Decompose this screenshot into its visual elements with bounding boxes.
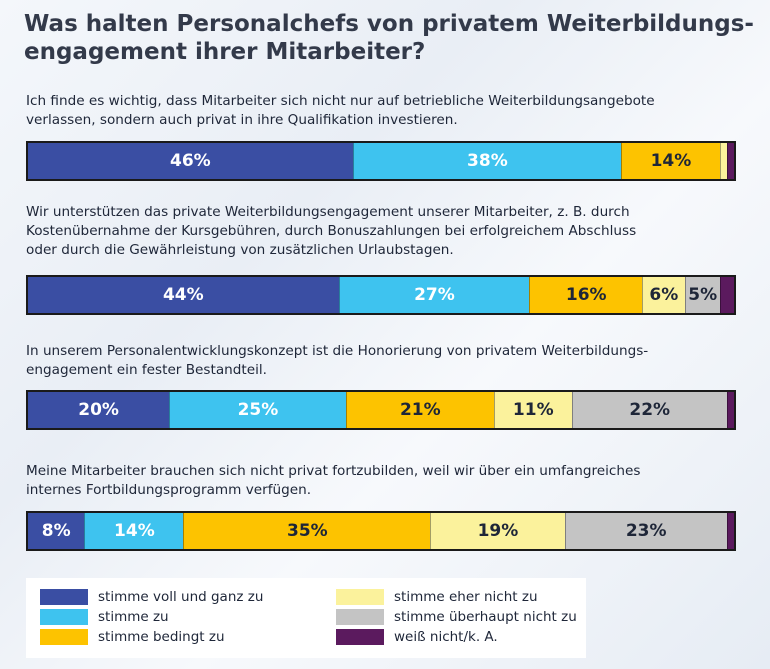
bar-segment: 27% [338, 277, 530, 313]
question-line: In unserem Personalentwicklungskonzept i… [26, 343, 649, 359]
bar-segment [726, 513, 734, 549]
data-label: 16% [565, 285, 607, 305]
question-text: Wir unterstützen das private Weiterbildu… [26, 203, 726, 260]
question-line: Kostenübernahme der Kursgebühren, durch … [26, 223, 637, 239]
bar-segment: 14% [621, 143, 720, 179]
title-line-2: engagement ihrer Mitarbeiter? [24, 39, 426, 65]
data-label: 46% [170, 151, 211, 171]
bar-segment [719, 277, 734, 313]
legend-label: stimme eher nicht zu [394, 589, 538, 605]
data-label: 19% [477, 521, 519, 541]
legend-label: weiß nicht/k. A. [394, 629, 498, 645]
question-line: Meine Mitarbeiter brauchen sich nicht pr… [26, 463, 641, 479]
data-label: 44% [162, 285, 204, 305]
data-label: 22% [629, 400, 671, 420]
data-label: 6% [649, 285, 679, 305]
legend-label: stimme voll und ganz zu [98, 589, 264, 605]
bar-segment: 21% [345, 392, 494, 428]
bar-segment: 44% [28, 277, 339, 313]
bar-segment: 46% [28, 143, 353, 179]
bar-segment: 6% [642, 277, 685, 313]
bar-segment: 23% [564, 513, 727, 549]
stacked-bar: 8% 14% 35% 19% 23% [26, 511, 736, 551]
question-text: Meine Mitarbeiter brauchen sich nicht pr… [26, 462, 726, 500]
bar-segment: 19% [430, 513, 565, 549]
data-label: 20% [78, 400, 119, 420]
legend-swatch [336, 609, 384, 625]
data-label: 14% [114, 521, 155, 541]
chart-legend: stimme voll und ganz zu stimme zu stimme b… [26, 578, 586, 658]
bar-segment: 8% [28, 513, 85, 549]
bar-segment: 20% [28, 392, 170, 428]
title-line-1: Was halten Personalchefs von privatem We… [24, 11, 754, 37]
question-line: Ich finde es wichtig, dass Mitarbeiter s… [26, 93, 655, 109]
data-label: 21% [399, 400, 441, 420]
bar-segment: 38% [352, 143, 622, 179]
legend-swatch [336, 589, 384, 605]
data-label: 23% [625, 521, 667, 541]
question-text: In unserem Personalentwicklungskonzept i… [26, 342, 726, 380]
legend-swatch [40, 629, 88, 645]
question-line: internes Fortbildungsprogramm verfügen. [26, 482, 312, 498]
data-label: 35% [286, 521, 328, 541]
stacked-bar: 46% 38% 14% [26, 141, 736, 181]
legend-item: weiß nicht/k. A. [336, 628, 498, 646]
bar-segment: 5% [684, 277, 720, 313]
question-line: Wir unterstützen das private Weiterbildu… [26, 204, 630, 220]
question-text: Ich finde es wichtig, dass Mitarbeiter s… [26, 92, 726, 130]
stacked-bar: 44% 27% 16% 6% 5% [26, 275, 736, 315]
legend-item: stimme überhaupt nicht zu [336, 608, 577, 626]
bar-segment: 11% [493, 392, 572, 428]
legend-item: stimme eher nicht zu [336, 588, 538, 606]
chart-title: Was halten Personalchefs von privatem We… [24, 10, 754, 66]
legend-swatch [40, 589, 88, 605]
bar-segment: 35% [183, 513, 431, 549]
data-label: 25% [237, 400, 279, 420]
question-line: oder durch die Gewährleistung von zusätz… [26, 242, 454, 258]
data-label: 27% [414, 285, 455, 305]
legend-item: stimme voll und ganz zu [40, 588, 263, 606]
bar-segment [719, 143, 727, 179]
legend-item: stimme zu [40, 608, 169, 626]
legend-label: stimme zu [98, 609, 169, 625]
data-label: 14% [650, 151, 692, 171]
data-label: 11% [512, 400, 554, 420]
legend-swatch [40, 609, 88, 625]
bar-segment: 14% [84, 513, 184, 549]
data-label: 5% [688, 285, 718, 305]
question-line: verlassen, sondern auch privat in ihre Q… [26, 112, 458, 128]
question-line: engagement ein fester Bestandteil. [26, 362, 267, 378]
bar-segment [726, 143, 734, 179]
data-label: 8% [41, 521, 71, 541]
bar-segment: 16% [529, 277, 643, 313]
legend-label: stimme bedingt zu [98, 629, 225, 645]
bar-segment [726, 392, 734, 428]
bar-segment: 25% [169, 392, 346, 428]
bar-segment: 22% [571, 392, 727, 428]
legend-label: stimme überhaupt nicht zu [394, 609, 577, 625]
legend-item: stimme bedingt zu [40, 628, 225, 646]
data-label: 38% [467, 151, 508, 171]
stacked-bar: 20% 25% 21% 11% 22% [26, 390, 736, 430]
legend-swatch [336, 629, 384, 645]
